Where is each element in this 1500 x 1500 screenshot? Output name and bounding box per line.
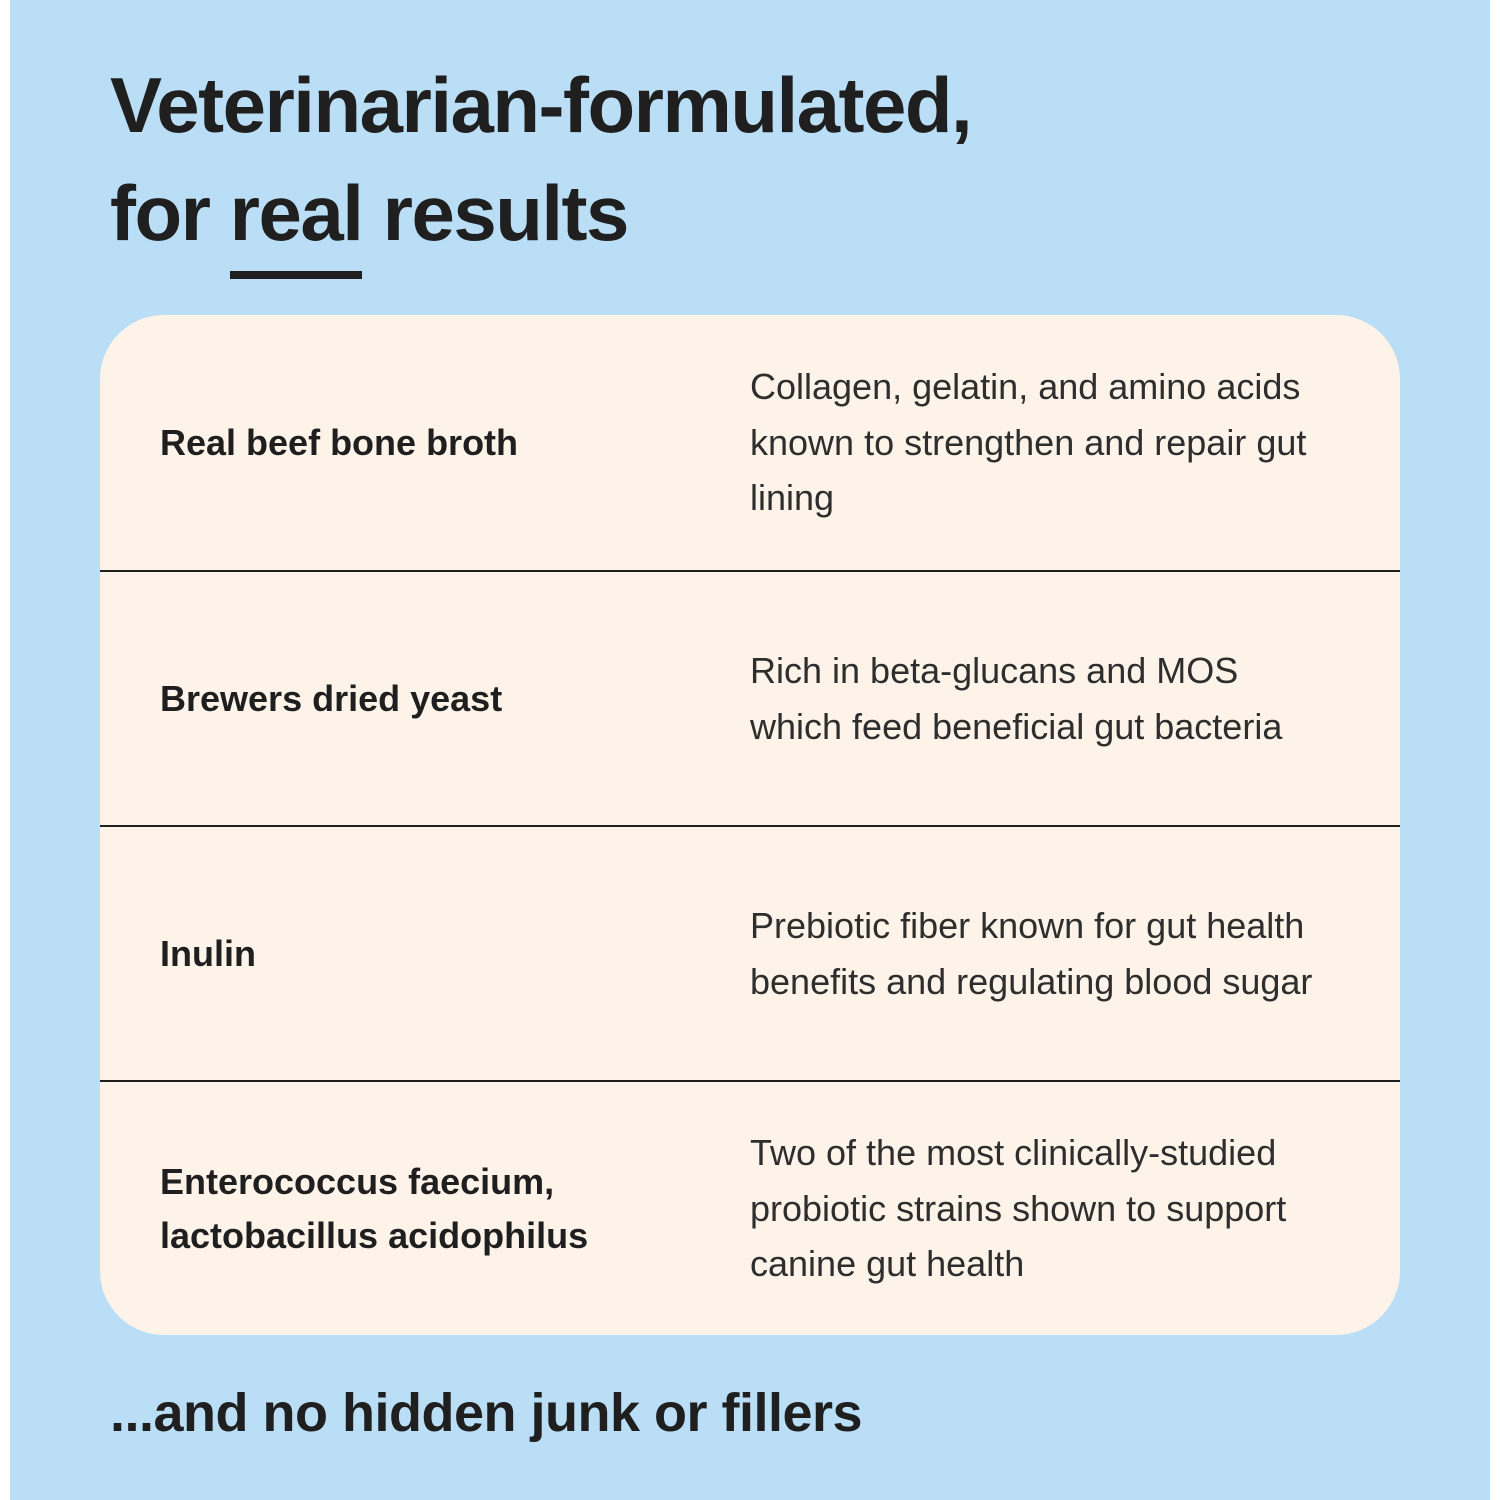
page-title: Veterinarian-formulated, for real result… — [110, 52, 973, 280]
heading-line-2: for real results — [110, 160, 971, 280]
table-row: Enterococcus faecium, lactobacillus acid… — [100, 1080, 1400, 1335]
ingredient-name: Brewers dried yeast — [160, 677, 503, 719]
ingredient-description: Two of the most clinically-studied probi… — [750, 1131, 1287, 1285]
heading-line-2-prefix: for — [110, 168, 230, 257]
table-row: Real beef bone broth Collagen, gelatin, … — [100, 315, 1400, 570]
heading-underlined-word: real — [229, 160, 364, 280]
ingredient-name: Inulin — [160, 932, 256, 974]
table-row: Brewers dried yeast Rich in beta-glucans… — [100, 570, 1400, 825]
heading-line-1: Veterinarian-formulated, — [110, 61, 973, 149]
ingredient-name: Enterococcus faecium, lactobacillus acid… — [160, 1160, 589, 1256]
ingredient-description: Collagen, gelatin, and amino acids known… — [750, 365, 1307, 519]
heading-line-2-suffix: results — [362, 168, 630, 257]
footer-note: ...and no hidden junk or fillers — [110, 1383, 863, 1443]
ingredient-name: Real beef bone broth — [160, 421, 519, 463]
ingredients-table: Real beef bone broth Collagen, gelatin, … — [100, 315, 1400, 1335]
table-row: Inulin Prebiotic fiber known for gut hea… — [100, 825, 1400, 1080]
ingredient-description: Rich in beta-glucans and MOS which feed … — [750, 649, 1283, 747]
ingredient-description: Prebiotic fiber known for gut health ben… — [750, 904, 1313, 1002]
